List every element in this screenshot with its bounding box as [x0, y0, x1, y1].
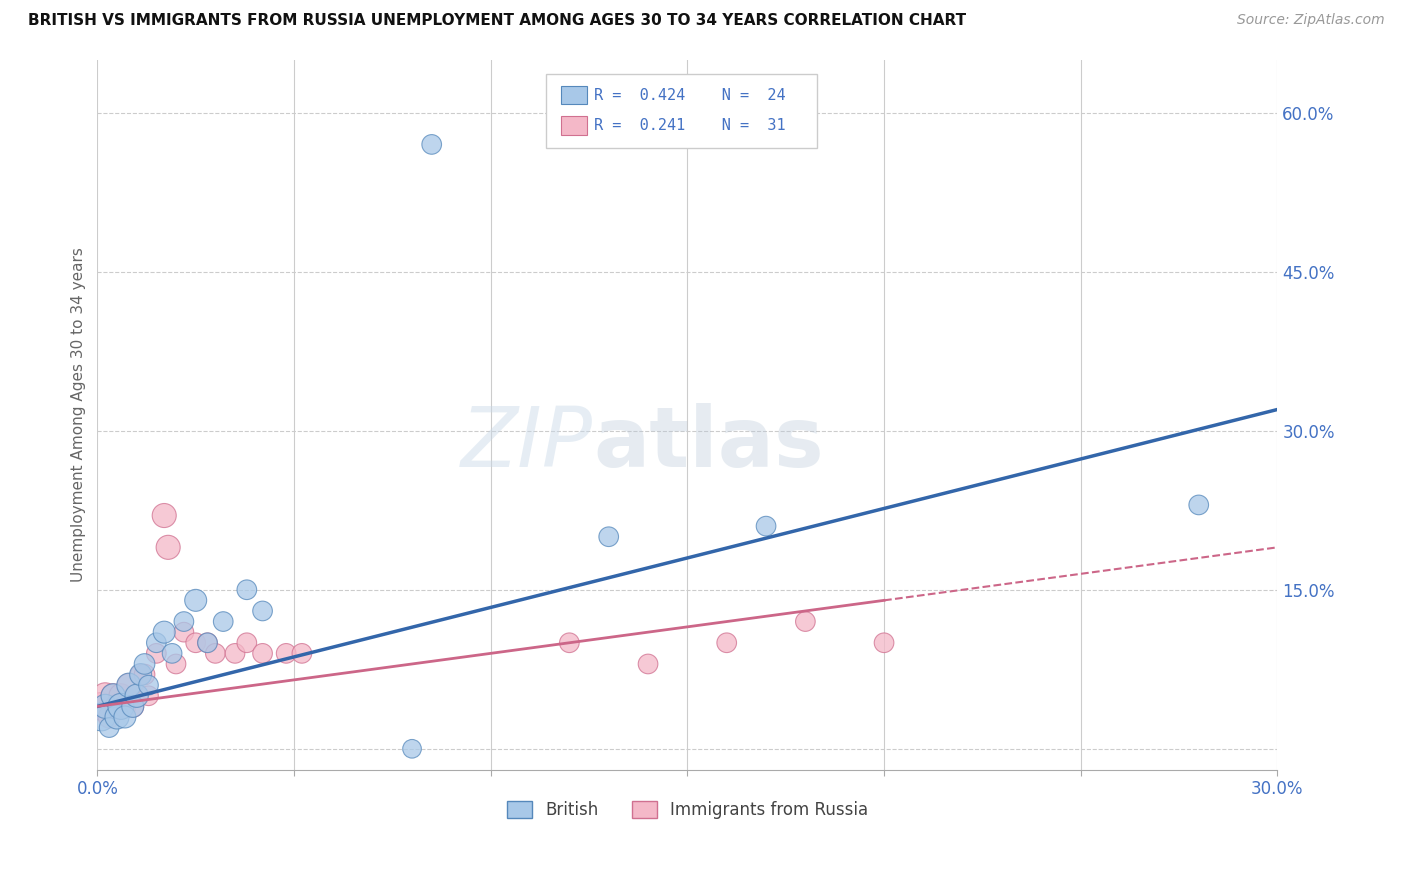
Text: ZIP: ZIP — [461, 402, 593, 483]
Point — [138, 678, 160, 692]
FancyBboxPatch shape — [561, 86, 588, 104]
Point — [125, 689, 148, 703]
Point — [160, 646, 183, 660]
Point — [145, 646, 167, 660]
Point — [114, 699, 136, 714]
Text: atlas: atlas — [593, 402, 824, 483]
Point — [134, 667, 156, 681]
Point — [165, 657, 187, 671]
FancyBboxPatch shape — [546, 74, 817, 148]
Text: Source: ZipAtlas.com: Source: ZipAtlas.com — [1237, 13, 1385, 28]
Point — [98, 721, 121, 735]
Point — [873, 636, 896, 650]
Point — [125, 689, 148, 703]
Point — [110, 689, 132, 703]
Point — [252, 646, 274, 660]
Text: R =  0.424    N =  24: R = 0.424 N = 24 — [595, 87, 786, 103]
Point — [637, 657, 659, 671]
Point — [153, 508, 176, 523]
Point — [105, 710, 128, 724]
Point — [197, 636, 219, 650]
Point — [121, 699, 143, 714]
Legend: British, Immigrants from Russia: British, Immigrants from Russia — [501, 794, 875, 826]
Point — [118, 678, 141, 692]
Point — [224, 646, 246, 660]
Point — [755, 519, 778, 533]
Point — [118, 678, 141, 692]
Text: BRITISH VS IMMIGRANTS FROM RUSSIA UNEMPLOYMENT AMONG AGES 30 TO 34 YEARS CORRELA: BRITISH VS IMMIGRANTS FROM RUSSIA UNEMPL… — [28, 13, 966, 29]
Point — [197, 636, 219, 650]
Point — [121, 699, 143, 714]
Point — [138, 689, 160, 703]
Point — [598, 530, 620, 544]
Point — [401, 741, 423, 756]
Point — [184, 636, 207, 650]
Point — [252, 604, 274, 618]
Point — [90, 699, 112, 714]
Point — [145, 636, 167, 650]
Point — [276, 646, 298, 660]
Point — [90, 710, 112, 724]
Point — [101, 689, 124, 703]
Point — [794, 615, 817, 629]
Point — [110, 699, 132, 714]
Point — [173, 625, 195, 640]
Point — [94, 699, 117, 714]
Y-axis label: Unemployment Among Ages 30 to 34 years: Unemployment Among Ages 30 to 34 years — [72, 247, 86, 582]
Point — [558, 636, 581, 650]
Text: R =  0.241    N =  31: R = 0.241 N = 31 — [595, 118, 786, 133]
Point — [153, 625, 176, 640]
Point — [212, 615, 235, 629]
Point — [114, 710, 136, 724]
Point — [1188, 498, 1211, 512]
Point — [129, 667, 152, 681]
Point — [236, 636, 259, 650]
Point — [420, 137, 443, 152]
Point — [134, 657, 156, 671]
Point — [105, 699, 128, 714]
Point — [291, 646, 314, 660]
Point — [204, 646, 226, 660]
Point — [173, 615, 195, 629]
FancyBboxPatch shape — [561, 117, 588, 135]
Point — [236, 582, 259, 597]
Point — [184, 593, 207, 607]
Point — [129, 667, 152, 681]
Point — [716, 636, 738, 650]
Point — [157, 541, 180, 555]
Point — [101, 689, 124, 703]
Point — [98, 710, 121, 724]
Point — [94, 689, 117, 703]
